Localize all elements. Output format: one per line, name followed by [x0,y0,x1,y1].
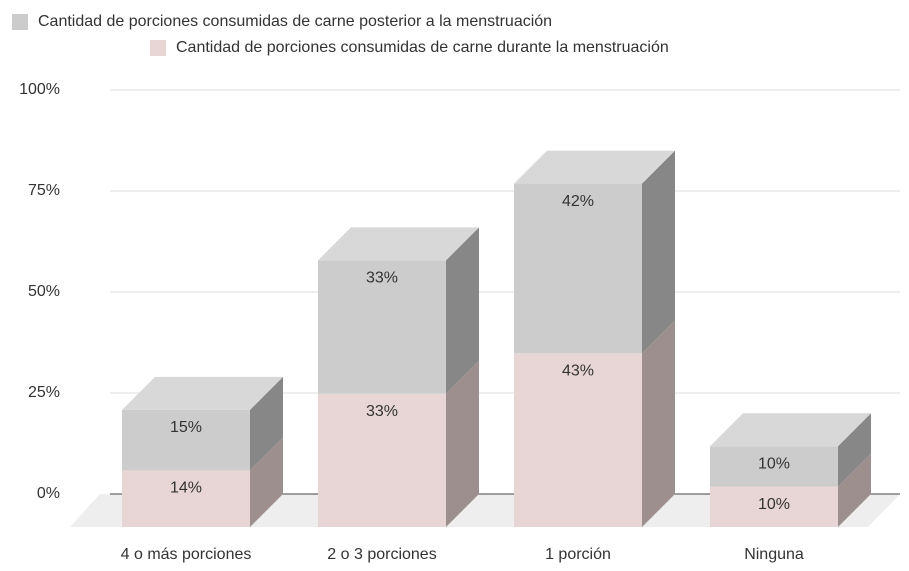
bar-top [122,376,283,410]
data-label: 10% [758,455,790,472]
bar-top [318,227,479,261]
bar-top [710,413,871,447]
data-label: 14% [170,480,202,497]
data-label: 33% [366,403,398,420]
legend-swatch [12,14,28,30]
bar-side [838,453,871,527]
y-tick-label: 25% [28,384,60,401]
x-tick-label: 4 o más porciones [121,546,252,563]
bar-segment [122,409,250,471]
y-tick-label: 100% [19,81,60,98]
data-label: 43% [562,362,594,379]
bar-side [446,227,479,394]
data-label: 10% [758,496,790,513]
legend-label: Cantidad de porciones consumidas de carn… [38,13,552,30]
bar-side [838,413,871,487]
bar-side [250,437,283,527]
bar-side [642,320,675,527]
x-tick-label: 2 o 3 porciones [327,546,436,563]
data-label: 33% [366,270,398,287]
floor [70,494,900,527]
bar-segment [710,446,838,487]
bar-segment [122,470,250,527]
bar-side [446,360,479,527]
bar-segment [514,183,642,354]
bar-side [642,150,675,354]
legend-swatch [150,40,166,56]
y-tick-label: 0% [37,485,60,502]
x-tick-label: 1 porción [545,546,611,563]
bar-top [514,150,675,184]
bar-segment [710,486,838,527]
bar-side [250,376,283,471]
data-label: 15% [170,419,202,436]
bar-segment [514,353,642,527]
y-tick-label: 50% [28,283,60,300]
y-tick-label: 75% [28,182,60,199]
data-label: 42% [562,193,594,210]
bar-segment [318,260,446,394]
bar-segment [318,393,446,527]
legend-label: Cantidad de porciones consumidas de carn… [176,39,669,56]
x-tick-label: Ninguna [744,546,804,563]
